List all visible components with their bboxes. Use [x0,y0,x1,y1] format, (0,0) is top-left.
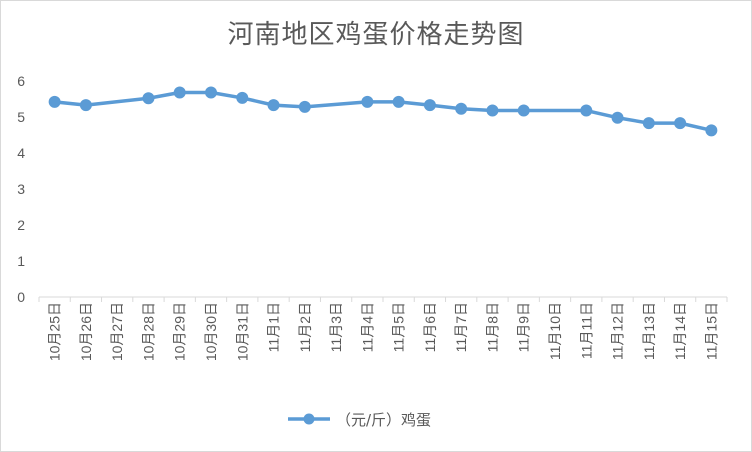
x-tick-label: 11月9日 [516,302,532,352]
y-tick-label: 1 [17,253,25,269]
data-point [267,99,280,112]
data-point [392,95,405,108]
y-tick-label: 6 [17,73,25,89]
data-point [642,117,655,130]
data-point [580,104,593,117]
data-point [298,100,311,113]
x-axis: 10月25日 10月26日 10月27日 10月28日 10月29日 10月30日 10月3… [38,296,728,361]
data-point [79,99,92,112]
x-tick-label: 10月26日 [78,302,94,361]
y-axis: 0 1 2 3 4 5 6 [17,73,25,305]
data-point [236,91,249,104]
data-point [455,102,468,115]
y-tick-label: 2 [17,217,25,233]
data-point [423,99,436,112]
x-tick-label: 11月7日 [453,302,469,352]
data-point [48,95,61,108]
y-tick-label: 0 [17,289,25,305]
x-tick-label: 11月1日 [266,302,282,352]
x-tick-label: 11月3日 [328,302,344,352]
x-tick-label: 10月31日 [234,302,250,361]
x-tick-label: 10月28日 [140,302,156,361]
x-tick-label: 10月25日 [47,302,63,361]
x-tick-label: 11月11日 [578,302,594,359]
x-tick-label: 11月12日 [610,302,626,360]
data-point [361,95,374,108]
x-tick-label: 10月27日 [109,302,125,361]
x-tick-label: 10月29日 [172,302,188,361]
legend-marker [303,413,315,425]
legend: （元/斤）鸡蛋 [288,411,431,429]
data-point [517,104,530,117]
y-tick-label: 4 [17,145,25,161]
x-tick-label: 11月6日 [422,302,438,352]
data-point [705,124,718,137]
data-point [173,86,186,99]
x-tick-label: 11月5日 [391,302,407,352]
x-tick-label: 11月14日 [672,302,688,360]
data-point [486,104,499,117]
data-point [142,92,155,105]
chart-title: 河南地区鸡蛋价格走势图 [227,20,525,50]
x-tick-label: 11月15日 [703,302,719,360]
x-tick-label: 11月10日 [547,302,563,360]
data-point [611,111,624,124]
x-tick-label: 11月8日 [484,302,500,352]
x-tick-label: 11月4日 [359,302,375,352]
y-tick-label: 3 [17,181,25,197]
data-point [674,117,687,130]
data-point [205,86,217,99]
legend-label: （元/斤）鸡蛋 [336,411,431,429]
series-line [48,86,718,137]
x-tick-label: 11月13日 [641,302,657,360]
x-tick-label: 10月30日 [203,302,219,361]
y-tick-label: 5 [17,109,25,125]
x-tick-label: 11月2日 [297,302,313,352]
